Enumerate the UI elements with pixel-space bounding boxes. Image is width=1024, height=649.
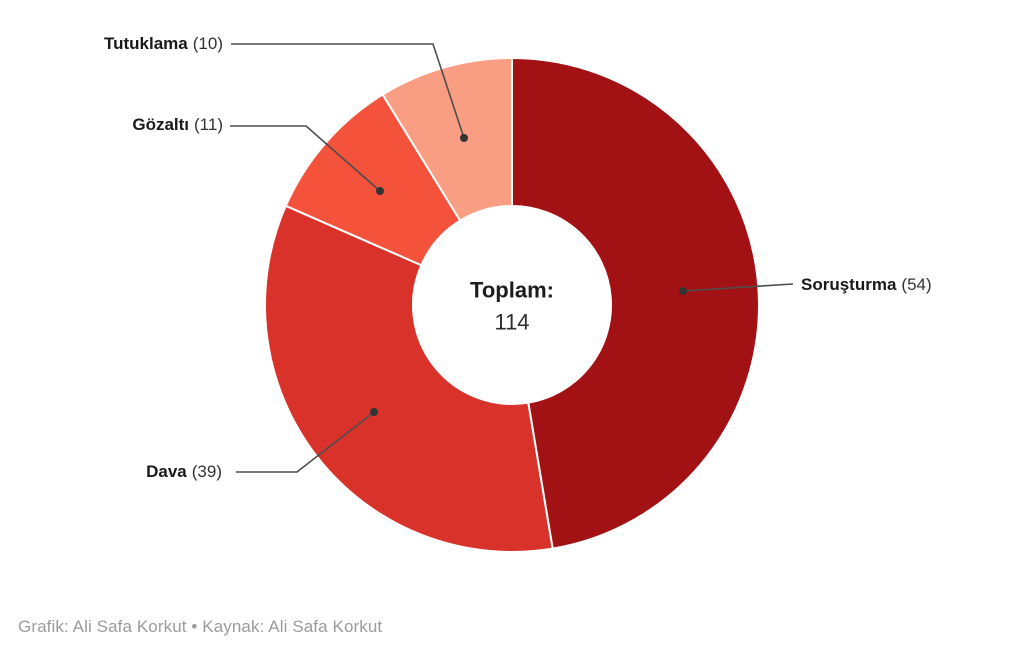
credit-line: Grafik: Ali Safa Korkut • Kaynak: Ali Sa… — [18, 617, 383, 636]
connector-dot-tutuklama — [460, 134, 468, 142]
connector-dot-dava — [370, 408, 378, 416]
slice-label-name: Tutuklama — [104, 33, 188, 53]
connector-tutuklama — [231, 43, 465, 139]
slice-label-sorusturma: Soruşturma (54) — [801, 275, 932, 295]
slice-label-dava: Dava (39) — [146, 462, 222, 482]
slice-tutuklama[interactable] — [381, 57, 513, 222]
connector-dot-sorusturma — [679, 287, 687, 295]
slice-label-tutuklama: Tutuklama (10) — [104, 34, 223, 54]
slice-label-count: (11) — [194, 114, 223, 134]
connector-gozalti — [230, 125, 381, 192]
connector-dava — [236, 411, 375, 473]
connector-dot-gozalti — [376, 187, 384, 195]
slice-sorusturma[interactable] — [511, 57, 760, 550]
slice-label-count: (10) — [192, 33, 223, 53]
slice-label-count: (54) — [901, 274, 932, 294]
slice-label-name: Gözaltı — [132, 114, 190, 134]
label-connectors — [230, 43, 794, 473]
slice-label-name: Dava — [146, 461, 187, 481]
slice-label-gozalti: Gözaltı (11) — [132, 115, 223, 135]
donut-slices — [264, 57, 760, 553]
connector-sorusturma — [682, 283, 794, 292]
slice-dava[interactable] — [264, 204, 554, 553]
slice-label-count: (39) — [191, 461, 222, 481]
slice-label-name: Soruşturma — [801, 274, 897, 294]
